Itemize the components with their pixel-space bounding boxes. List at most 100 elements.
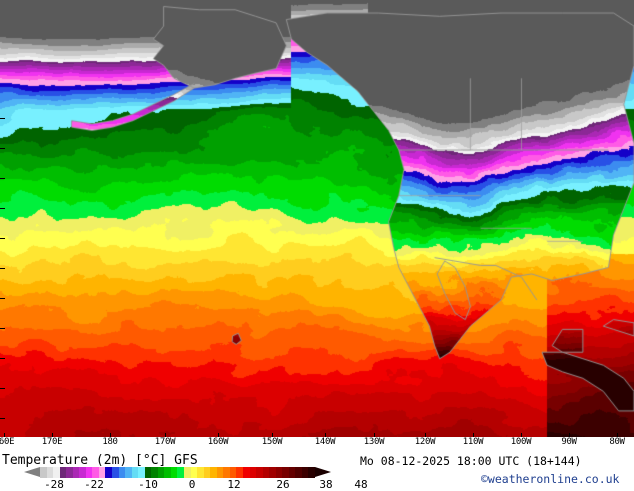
colorbar-swatch <box>105 467 113 478</box>
colorbar-tick-label: 26 <box>276 478 290 491</box>
lon-tick <box>218 433 219 437</box>
colorbar-swatch <box>92 467 99 478</box>
colorbar-swatch <box>242 467 250 478</box>
lon-label: 170W <box>154 437 176 447</box>
lon-tick <box>52 433 53 437</box>
lon-tick <box>473 433 474 437</box>
colorbar-swatch <box>151 467 158 478</box>
colorbar-swatch <box>229 467 237 478</box>
lon-label: 160E <box>0 437 15 447</box>
colorbar-tick-label: 48 <box>354 478 368 491</box>
lon-tick <box>110 433 111 437</box>
lat-tick <box>0 418 5 419</box>
colorbar-tick-label: -10 <box>138 478 158 491</box>
colorbar-swatch <box>308 467 315 478</box>
colorbar-swatch <box>249 467 257 478</box>
lon-tick <box>521 433 522 437</box>
lon-label: 80W <box>609 437 625 447</box>
lat-tick <box>0 148 5 149</box>
colorbar-swatch <box>157 467 165 478</box>
colorbar-swatch <box>53 467 60 478</box>
lon-label: 100W <box>510 437 532 447</box>
colorbar-swatch <box>177 467 185 478</box>
colorbar-swatch <box>66 467 73 478</box>
colorbar-swatch <box>210 467 217 478</box>
lon-label: 130W <box>363 437 385 447</box>
colorbar-swatch <box>203 467 211 478</box>
colorbar-swatch <box>98 467 106 478</box>
colorbar-swatch <box>282 467 289 478</box>
lon-label: 140W <box>314 437 336 447</box>
colorbar-swatches[interactable] <box>40 467 315 478</box>
lon-tick <box>617 433 618 437</box>
lat-tick <box>0 238 5 239</box>
colorbar-swatch <box>170 467 178 478</box>
colorbar-swatch <box>256 467 263 478</box>
colorbar-tick-label: 12 <box>227 478 241 491</box>
lon-label: 160W <box>207 437 229 447</box>
lon-label: 110W <box>462 437 484 447</box>
colorbar-swatch <box>288 467 296 478</box>
lat-tick <box>0 328 5 329</box>
colorbar-swatch <box>144 467 152 478</box>
colorbar-swatch <box>216 467 224 478</box>
lon-tick <box>425 433 426 437</box>
colorbar-high-arrow-icon <box>315 467 331 477</box>
lat-tick <box>0 268 5 269</box>
colorbar-swatch <box>112 467 119 478</box>
colorbar-swatch <box>138 467 145 478</box>
lon-tick <box>569 433 570 437</box>
colorbar-swatch <box>72 467 80 478</box>
colorbar-swatch <box>275 467 283 478</box>
lat-tick <box>0 388 5 389</box>
colorbar-swatch <box>184 467 191 478</box>
colorbar-swatch <box>79 467 86 478</box>
colorbar-swatch <box>295 467 302 478</box>
colorbar-swatch <box>190 467 198 478</box>
lon-label: 170E <box>41 437 63 447</box>
model-run-text: Mo 08-12-2025 18:00 UTC (18+144) <box>360 454 582 468</box>
lon-tick <box>272 433 273 437</box>
lon-tick <box>165 433 166 437</box>
colorbar-tick-label: 0 <box>188 478 196 491</box>
colorbar-tick-label: -22 <box>84 478 104 491</box>
colorbar-tick-label: -28 <box>44 478 64 491</box>
colorbar-swatch <box>164 467 171 478</box>
map-title: Temperature (2m) [°C] GFS <box>2 449 198 468</box>
lon-tick <box>374 433 375 437</box>
colorbar-low-arrow-icon <box>24 467 40 477</box>
lat-tick <box>0 118 5 119</box>
longitude-axis-labels: 160E 170E 180 170W 160W 150W 140W 130W 120W 110W 1… <box>0 437 634 450</box>
model-run-info: Mo 08-12-2025 18:00 UTC (18+144) <box>360 450 582 468</box>
colorbar-swatch <box>40 467 47 478</box>
lon-label: 180 <box>102 437 118 447</box>
temperature-field-canvas[interactable] <box>0 0 634 437</box>
lat-tick <box>0 208 5 209</box>
lon-label: 90W <box>561 437 577 447</box>
colorbar-swatch <box>118 467 126 478</box>
lon-tick <box>4 433 5 437</box>
colorbar-swatch <box>223 467 230 478</box>
colorbar-swatch <box>125 467 132 478</box>
lon-tick <box>325 433 326 437</box>
temperature-map[interactable] <box>0 0 634 437</box>
lat-tick <box>0 178 5 179</box>
copyright-notice: ©weatheronline.co.uk <box>481 472 620 486</box>
colorbar-tick-label: 38 <box>319 478 333 491</box>
temperature-colorbar[interactable]: -28 -22 -10 0 12 26 38 48 <box>24 467 368 491</box>
colorbar-swatch <box>85 467 93 478</box>
colorbar-swatch <box>269 467 276 478</box>
lon-label: 120W <box>414 437 436 447</box>
colorbar-swatch <box>197 467 204 478</box>
colorbar-swatch <box>262 467 270 478</box>
lat-tick <box>0 298 5 299</box>
colorbar-swatch <box>59 467 67 478</box>
map-title-text: Temperature (2m) [°C] GFS <box>2 453 198 468</box>
lat-tick <box>0 358 5 359</box>
colorbar-swatch <box>131 467 139 478</box>
lon-label: 150W <box>261 437 283 447</box>
colorbar-swatch <box>46 467 54 478</box>
colorbar-swatch <box>236 467 243 478</box>
colorbar-swatch <box>301 467 309 478</box>
